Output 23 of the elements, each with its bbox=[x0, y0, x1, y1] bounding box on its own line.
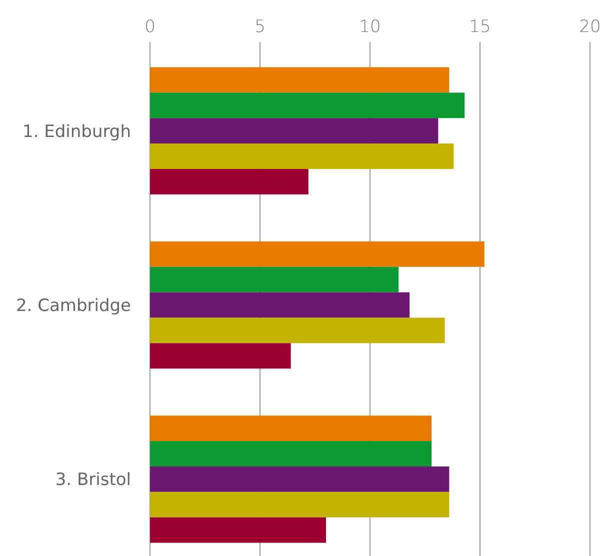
bar bbox=[150, 118, 438, 144]
x-tick-label: 10 bbox=[359, 17, 381, 37]
bar bbox=[150, 466, 450, 492]
x-tick-label: 0 bbox=[144, 17, 156, 37]
bar bbox=[150, 517, 326, 543]
bar bbox=[150, 144, 454, 169]
bar bbox=[150, 67, 450, 93]
y-tick-label: 1. Edinburgh bbox=[22, 122, 131, 142]
bar bbox=[150, 241, 484, 267]
y-tick-label: 3. Bristol bbox=[55, 470, 131, 490]
y-tick-label: 2. Cambridge bbox=[16, 296, 131, 316]
bar bbox=[150, 318, 445, 344]
bar bbox=[150, 266, 399, 292]
bar bbox=[150, 416, 432, 442]
bar bbox=[150, 492, 450, 518]
x-tick-label: 20 bbox=[579, 17, 601, 37]
x-tick-label: 15 bbox=[469, 17, 491, 37]
bar bbox=[150, 292, 410, 318]
x-tick-label: 5 bbox=[254, 17, 266, 37]
bar bbox=[150, 441, 432, 466]
bar bbox=[150, 92, 465, 118]
bar bbox=[150, 168, 308, 194]
bar bbox=[150, 343, 291, 369]
